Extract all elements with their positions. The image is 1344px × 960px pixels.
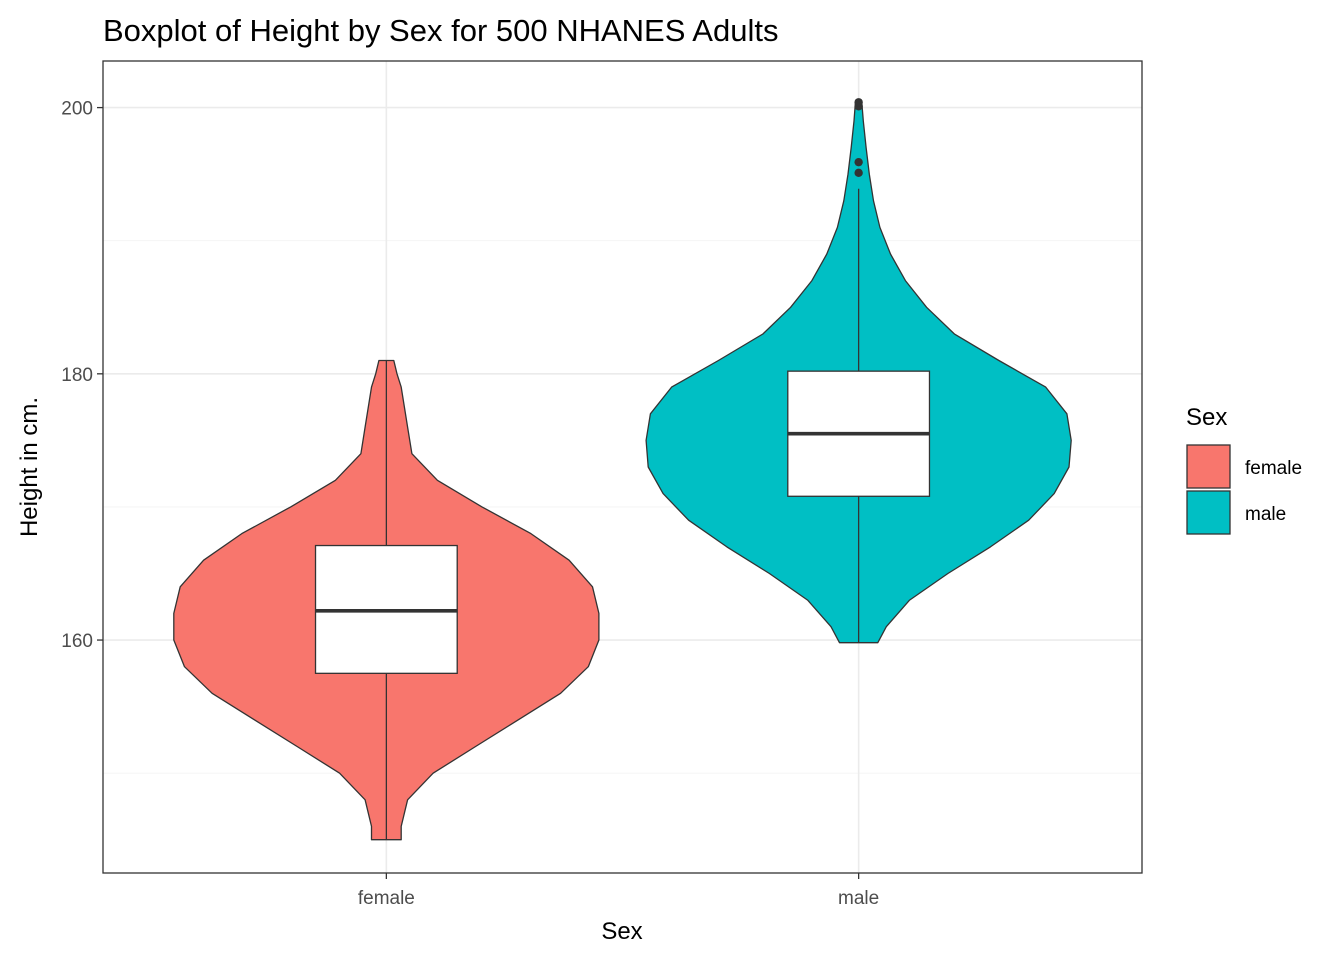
outlier-point-male	[854, 98, 863, 107]
chart-marks	[173, 98, 1072, 841]
y-axis: 160 180 200	[61, 99, 103, 652]
legend: Sex female male	[1186, 404, 1302, 535]
legend-label-female: female	[1245, 458, 1302, 479]
chart-title: Boxplot of Height by Sex for 500 NHANES …	[103, 13, 778, 48]
y-tick-label: 160	[61, 631, 93, 652]
outlier-point-male	[854, 157, 863, 167]
plot-border	[102, 60, 1143, 874]
legend-label-male: male	[1245, 504, 1286, 525]
legend-swatch-male	[1186, 490, 1231, 535]
x-tick-label: male	[838, 888, 879, 909]
x-axis-title: Sex	[601, 918, 642, 945]
x-tick-label: female	[358, 888, 415, 909]
legend-swatch-female	[1186, 444, 1231, 489]
y-axis-title: Height in cm.	[16, 397, 43, 537]
legend-title: Sex	[1186, 404, 1227, 431]
y-tick-label: 200	[61, 99, 93, 120]
outlier-point-male	[854, 168, 863, 178]
x-axis: female male	[358, 873, 879, 909]
y-tick-label: 180	[61, 365, 93, 386]
